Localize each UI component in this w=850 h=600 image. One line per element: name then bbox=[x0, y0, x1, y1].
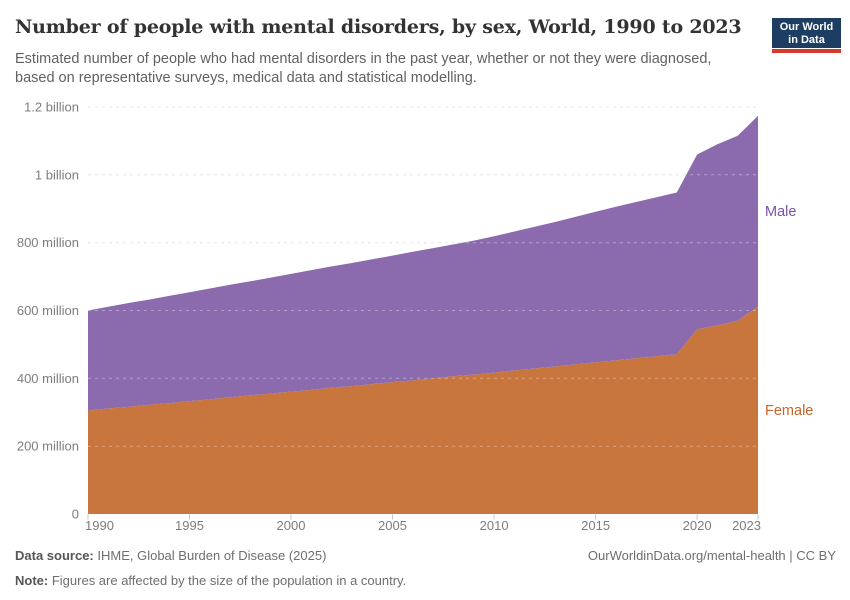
female-area[interactable] bbox=[88, 306, 758, 514]
x-tick-label: 2000 bbox=[277, 518, 306, 533]
y-tick-label: 400 million bbox=[17, 371, 79, 386]
y-tick-label: 1.2 billion bbox=[24, 100, 79, 115]
series-label-female[interactable]: Female bbox=[765, 403, 813, 419]
data-source-text: IHME, Global Burden of Disease (2025) bbox=[97, 548, 327, 563]
note-text: Figures are affected by the size of the … bbox=[51, 572, 407, 588]
y-tick-label: 200 million bbox=[17, 439, 79, 454]
x-tick-label: 1995 bbox=[175, 518, 204, 533]
y-tick-label: 0 bbox=[72, 507, 79, 522]
note-line: Note: Figures are affected by the size o… bbox=[15, 573, 406, 589]
x-tick-label: 2023 bbox=[732, 518, 761, 533]
x-tick-label: 2015 bbox=[581, 518, 610, 533]
x-tick-label: 2005 bbox=[378, 518, 407, 533]
y-tick-label: 1 billion bbox=[35, 167, 79, 182]
series-label-male[interactable]: Male bbox=[765, 204, 796, 220]
x-tick-label: 1990 bbox=[85, 518, 114, 533]
owid-logo-red-bar bbox=[772, 49, 841, 53]
owid-logo[interactable]: Our World in Data bbox=[772, 18, 841, 48]
y-tick-label: 600 million bbox=[17, 303, 79, 318]
x-tick-label: 2010 bbox=[480, 518, 509, 533]
chart-title: Number of people with mental disorders, … bbox=[15, 16, 742, 38]
owid-logo-line2: in Data bbox=[788, 33, 825, 46]
note-label: Note: bbox=[15, 572, 49, 588]
owid-logo-line1: Our World bbox=[779, 21, 834, 33]
y-tick-label: 800 million bbox=[17, 235, 79, 250]
x-tick-label: 2020 bbox=[683, 518, 712, 533]
footer-link[interactable]: OurWorldinData.org/mental-health | CC BY bbox=[587, 548, 836, 563]
chart-footer: Data source: IHME, Global Burden of Dise… bbox=[15, 548, 406, 588]
chart-subtitle: Estimated number of people who had menta… bbox=[15, 51, 712, 87]
data-source-label: Data source: bbox=[15, 548, 94, 563]
data-source-line: Data source: IHME, Global Burden of Dise… bbox=[15, 548, 406, 564]
male-area[interactable] bbox=[88, 115, 758, 411]
